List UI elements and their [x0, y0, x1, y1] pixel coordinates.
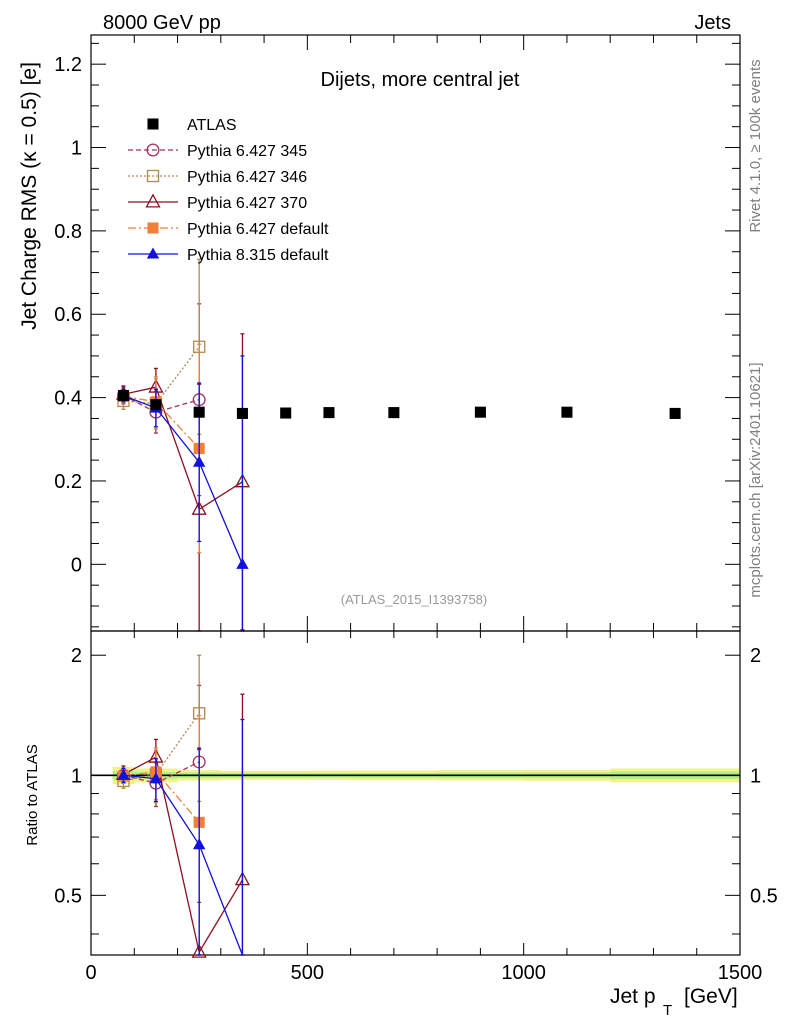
chart-title: Dijets, more central jet: [321, 69, 520, 91]
data-point: [280, 407, 292, 419]
rivet-label: Rivet 4.1.0, ≥ 100k events: [747, 59, 764, 232]
ratio-series-line: [123, 774, 244, 956]
x-tick-label: 1000: [501, 962, 546, 984]
series-atlas: [117, 389, 681, 419]
data-point: [236, 557, 249, 569]
main-y-tick-labels: 0 0.2 0.4 0.6 0.8 1 1.2: [54, 54, 82, 576]
ratio-axis-ticks: [90, 631, 741, 955]
legend-marker: [146, 247, 160, 259]
analysis-watermark: (ATLAS_2015_I1393758): [341, 592, 487, 607]
data-point: [669, 407, 681, 419]
series-line: [123, 386, 243, 511]
data-point: [236, 407, 248, 419]
x-tick-labels: 0 500 1000 1500: [85, 962, 762, 984]
ratio-data-point: [191, 943, 207, 958]
series-pythia-6-427-default: [117, 343, 205, 554]
legend-marker: [146, 169, 160, 183]
main-axis-ticks: [90, 35, 741, 631]
x-axis-label: Jet p T [GeV]: [610, 985, 738, 1019]
ratio-data-point: [192, 838, 206, 850]
legend-label: Pythia 6.427 346: [187, 169, 307, 186]
ratio-y-tick-label-right: 2: [750, 645, 761, 667]
ratio-data-point: [117, 768, 130, 780]
main-y-axis-label: Jet Charge RMS (κ = 0.5) [e]: [18, 62, 41, 330]
legend-label: Pythia 6.427 default: [187, 221, 329, 238]
series-line: [123, 346, 200, 405]
series-line: [123, 394, 244, 565]
legend-marker: [146, 143, 160, 157]
ratio-y-tick-label: 1: [71, 765, 82, 787]
main-y-tick-label: 0.2: [54, 471, 82, 493]
data-point: [474, 406, 486, 418]
legend: ATLAS Pythia 6.427 345 Pythia 6.427 346 Pyt…: [128, 117, 329, 264]
ratio-series-pythia-6-427-345: [116, 684, 206, 904]
main-y-tick-label: 0: [71, 554, 82, 576]
ratio-y-tick-labels-left: 0.5 1 2: [54, 645, 82, 907]
series-pythia-8-315-default: [117, 355, 249, 632]
x-tick-label: 1500: [718, 962, 763, 984]
legend-entry: Pythia 6.427 346: [128, 169, 307, 186]
ratio-series-pythia-8-315-default: [117, 718, 245, 956]
ratio-panel: 0.512 0.512 0 500 1000 1500 Ratio to ATLAS …: [24, 630, 778, 1019]
main-panel: 0 0.2 0.4 0.6 0.8 1 1.2 Dijets, more central j…: [18, 34, 741, 632]
ratio-frame: [90, 630, 741, 956]
legend-label: ATLAS: [187, 117, 237, 134]
legend-entry: ATLAS: [147, 117, 237, 134]
legend-entry: Pythia 6.427 370: [128, 193, 307, 212]
x-axis-label-sub: T: [663, 1002, 672, 1019]
ratio-y-axis-label: Ratio to ATLAS: [24, 744, 41, 845]
data-point: [193, 406, 205, 418]
legend-label: Pythia 6.427 345: [187, 143, 307, 160]
ratio-series-group: [115, 654, 251, 958]
ratio-y-tick-label: 0.5: [54, 885, 82, 907]
legend-marker: [147, 222, 159, 234]
ratio-y-tick-label: 2: [71, 645, 82, 667]
legend-label: Pythia 8.315 default: [187, 247, 329, 264]
data-point: [323, 407, 335, 419]
header-category: Jets: [694, 12, 731, 34]
x-axis-label-main: Jet p: [610, 985, 656, 1008]
ratio-series-pythia-6-427-370: [115, 693, 251, 958]
main-y-tick-label: 1.2: [54, 54, 82, 76]
x-tick-label: 500: [291, 962, 324, 984]
ratio-y-tick-labels-right: 0.5 1 2: [750, 645, 778, 907]
main-y-tick-label: 0.6: [54, 304, 82, 326]
reference-band: [91, 766, 740, 785]
data-point: [388, 407, 400, 419]
data-point: [117, 389, 129, 402]
main-y-tick-label: 0.4: [54, 388, 82, 410]
legend-entry: Pythia 6.427 345: [128, 143, 307, 160]
legend-entry: Pythia 8.315 default: [128, 247, 329, 264]
legend-marker: [147, 118, 159, 130]
data-point: [192, 455, 206, 467]
ratio-y-tick-label-right: 0.5: [750, 885, 778, 907]
data-point: [561, 406, 573, 418]
legend-label: Pythia 6.427 370: [187, 195, 307, 212]
main-series-group: [115, 258, 681, 632]
data-point: [150, 399, 162, 411]
legend-marker: [145, 193, 161, 208]
x-axis-label-unit: [GeV]: [684, 985, 738, 1008]
series-pythia-6-427-370: [115, 333, 251, 632]
legend-entry: Pythia 6.427 default: [128, 221, 329, 238]
main-y-tick-label: 1: [71, 138, 82, 160]
ratio-data-point: [149, 772, 163, 784]
ratio-y-tick-label-right: 1: [750, 765, 761, 787]
header-collision: 8000 GeV pp: [103, 12, 221, 34]
mcplots-label: mcplots.cern.ch [arXiv:2401.10621]: [747, 362, 764, 597]
x-tick-label: 0: [85, 962, 96, 984]
ratio-series-line: [123, 756, 243, 954]
main-y-tick-label: 0.8: [54, 221, 82, 243]
